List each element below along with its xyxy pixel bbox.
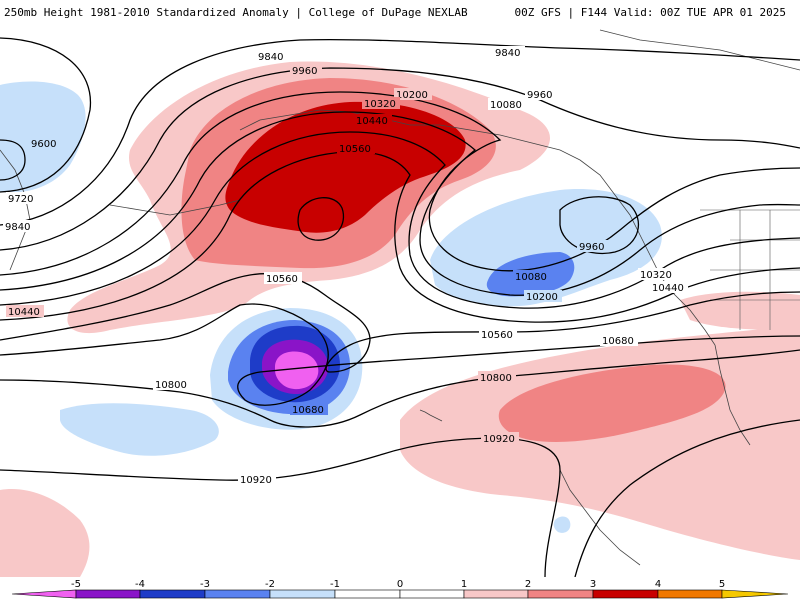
colorbar-segment	[592, 589, 659, 599]
contour-label: 9960	[292, 66, 317, 77]
contour-label: 10440	[652, 283, 684, 294]
contour-10200	[0, 111, 800, 296]
canada-north	[599, 29, 800, 71]
tick-label: -2	[265, 579, 275, 590]
contour-label: 10080	[490, 100, 522, 111]
contour-label: 9840	[5, 222, 30, 233]
tick-label: 0	[397, 579, 403, 590]
contour-label: 10440	[356, 116, 388, 127]
negative-anomaly-pnw-outer	[430, 189, 662, 307]
contour-labels: 9600 9720 9840 9840 9840 9960 9960 9960 …	[3, 46, 688, 486]
tick-label: -5	[71, 579, 81, 590]
contour-label: 10680	[292, 405, 324, 416]
contour-10680	[0, 303, 800, 406]
tick-label: 3	[590, 579, 596, 590]
colorbar-segment	[527, 589, 594, 599]
anomaly-shading	[0, 61, 800, 577]
valid-time-label: 00Z GFS | F144 Valid: 00Z TUE APR 01 202…	[514, 6, 786, 19]
contour-label: 9600	[31, 139, 56, 150]
contour-label: 9960	[527, 90, 552, 101]
colorbar-segment	[75, 589, 141, 599]
title-bar: 250mb Height 1981-2010 Standardized Anom…	[0, 0, 800, 22]
colorbar-segments	[11, 589, 789, 599]
colorbar-segment	[11, 589, 77, 599]
contour-label: 10080	[515, 272, 547, 283]
colorbar-segment	[139, 589, 206, 599]
baja-coast	[714, 344, 751, 446]
contour-label: 9840	[258, 52, 283, 63]
map-title: 250mb Height 1981-2010 Standardized Anom…	[4, 6, 468, 19]
weather-map: 9600 9720 9840 9840 9840 9960 9960 9960 …	[0, 22, 800, 577]
tick-label: 4	[655, 579, 661, 590]
tick-label: 1	[461, 579, 467, 590]
contour-9960-north	[0, 67, 800, 251]
contour-label: 10800	[155, 380, 187, 391]
asia-coast	[0, 149, 31, 271]
tick-label: 5	[719, 579, 725, 590]
contour-label: 10560	[266, 274, 298, 285]
contour-label: 10920	[483, 434, 515, 445]
contour-label: 10200	[526, 292, 558, 303]
colorbar-ticks: -5 -4 -3 -2 -1 0 1 2 3 4 5	[71, 579, 725, 590]
negative-anomaly-west	[0, 81, 86, 193]
color-scale-legend: -5 -4 -3 -2 -1 0 1 2 3 4 5	[0, 577, 800, 600]
contour-9600	[0, 139, 26, 181]
contour-label: 10320	[640, 270, 672, 281]
tick-label: 2	[525, 579, 531, 590]
contour-9840-west	[0, 38, 800, 226]
colorbar-segment	[204, 589, 271, 599]
contour-10800	[0, 349, 800, 428]
contour-label: 10200	[396, 90, 428, 101]
hawaii	[419, 409, 443, 422]
contour-9960-low	[559, 196, 639, 254]
negative-anomaly-low-5	[275, 351, 319, 390]
colorbar-segment	[399, 589, 465, 599]
contour-label: 10560	[481, 330, 513, 341]
colorbar-segment	[269, 589, 336, 599]
negative-anomaly-south-band	[60, 403, 219, 456]
contour-10560-ring	[297, 197, 345, 241]
contour-10920-east	[574, 419, 800, 577]
height-contours	[0, 37, 800, 577]
colorbar-segment	[721, 589, 789, 599]
mexico-coast	[559, 469, 641, 566]
contour-label: 10800	[480, 373, 512, 384]
colorbar-segment	[657, 589, 723, 599]
contour-label: 10560	[339, 144, 371, 155]
contour-10440	[0, 151, 800, 323]
contour-10920	[0, 437, 561, 577]
contour-label: 10680	[602, 336, 634, 347]
contour-9720	[0, 37, 92, 193]
contour-label: 9720	[8, 194, 33, 205]
positive-anomaly-alaska-core	[225, 101, 466, 233]
positive-anomaly-se-corner	[720, 497, 800, 545]
contour-label: 10920	[240, 475, 272, 486]
tick-label: -1	[330, 579, 340, 590]
aleutians	[109, 199, 241, 216]
contour-10560	[0, 273, 800, 373]
positive-anomaly-subtropical-core	[498, 364, 726, 442]
tick-label: -3	[200, 579, 210, 590]
positive-anomaly-sw-corner	[0, 489, 90, 577]
contour-label: 10440	[8, 307, 40, 318]
contour-label: 10320	[364, 99, 396, 110]
tick-label: -4	[135, 579, 145, 590]
contour-label: 9960	[579, 242, 604, 253]
contour-label: 9840	[495, 48, 520, 59]
colorbar-segment	[334, 589, 401, 599]
negative-anomaly-small	[553, 516, 571, 533]
colorbar-segment	[463, 589, 529, 599]
